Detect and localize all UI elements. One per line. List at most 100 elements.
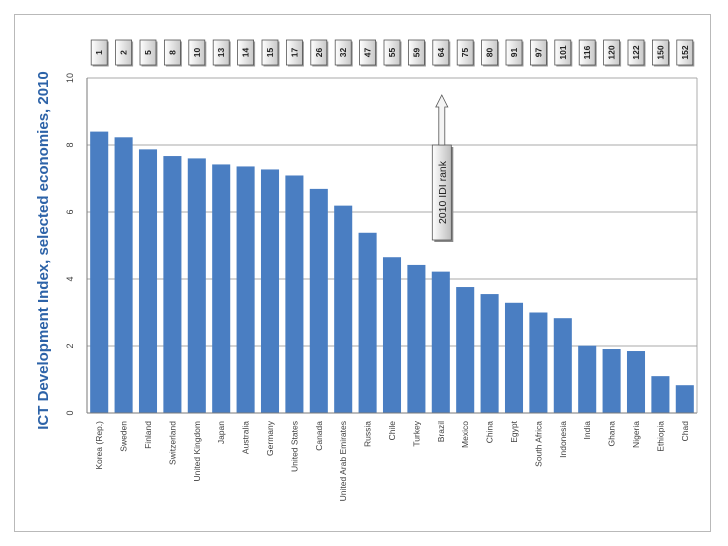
y-tick-labels: 0 2 4 6 8 10 [65, 73, 75, 416]
bar [602, 349, 621, 413]
rank-callout: 2010 IDI rank [431, 94, 454, 242]
y-axis-title: ICT Development Index, selected economie… [35, 71, 52, 429]
category-label: Chad [680, 421, 690, 442]
rank-label: 14 [241, 48, 251, 58]
bar [529, 312, 548, 413]
bar [334, 205, 353, 413]
bar [163, 156, 182, 413]
rank-box [456, 39, 474, 66]
rank-label: 1 [94, 50, 104, 55]
rank-label: 75 [460, 48, 470, 58]
rank-box [407, 39, 425, 66]
bar [382, 257, 402, 413]
bar [578, 345, 597, 413]
callout-arrow-icon [435, 94, 449, 146]
bar [309, 188, 328, 413]
rank-box [627, 39, 645, 66]
bar [138, 149, 158, 414]
rank-label: 152 [680, 45, 690, 59]
y-tick-label: 2 [65, 343, 75, 348]
bar [651, 376, 670, 413]
category-label: Canada [314, 421, 324, 451]
rank-box [432, 39, 450, 66]
bar [626, 351, 646, 413]
bar [212, 164, 231, 413]
bar [431, 271, 450, 413]
rank-boxes: 1 2 5 8 10 13 14 15 17 26 32 47 55 59 64 75 80 91 97 101 116… [90, 39, 695, 67]
rank-box [603, 39, 620, 66]
rank-label: 64 [436, 48, 446, 58]
rank-box [285, 39, 303, 66]
axes [86, 78, 698, 414]
category-label: Chile [387, 421, 397, 441]
category-label: Australia [241, 421, 251, 454]
rank-box [261, 39, 279, 66]
rank-label: 80 [485, 48, 495, 58]
y-tick-label: 6 [65, 209, 75, 214]
rank-box [530, 39, 547, 66]
bar [504, 302, 524, 413]
bar [260, 169, 280, 413]
rank-box [212, 39, 230, 66]
bar [358, 232, 377, 413]
bar [187, 158, 206, 413]
rank-box [237, 39, 255, 66]
rank-label: 13 [216, 48, 226, 58]
category-label: Indonesia [558, 421, 568, 458]
rank-box [90, 39, 108, 66]
bar [407, 264, 426, 413]
category-label: South Africa [533, 421, 543, 467]
rank-label: 5 [143, 50, 153, 55]
rank-box [505, 39, 523, 66]
rank-box [163, 39, 181, 66]
bar [236, 166, 255, 413]
category-label: United States [289, 421, 299, 472]
rank-box [481, 39, 499, 66]
rank-label: 47 [363, 48, 373, 58]
category-label: Ethiopia [655, 421, 665, 452]
callout-label: 2010 IDI rank [437, 160, 449, 224]
bar [456, 287, 475, 413]
bar [480, 294, 499, 413]
rank-box [359, 39, 377, 66]
category-label: Egypt [509, 420, 519, 442]
bar [675, 385, 694, 413]
bar [114, 137, 133, 414]
rank-box [652, 39, 669, 66]
rank-label: 32 [338, 48, 348, 58]
bars [90, 131, 694, 414]
category-label: Russia [363, 421, 373, 447]
category-label: China [485, 421, 495, 443]
y-tick-label: 10 [65, 73, 75, 83]
rank-label: 8 [167, 50, 177, 55]
rank-box [188, 39, 206, 66]
rank-label: 97 [533, 48, 543, 58]
rank-label: 116 [582, 45, 592, 59]
rank-label: 150 [655, 45, 665, 59]
category-label: Brazil [436, 421, 446, 442]
rank-label: 2 [119, 50, 129, 55]
rank-box [578, 39, 596, 66]
rank-label: 91 [509, 48, 519, 58]
category-label: Sweden [119, 421, 129, 452]
category-label: Mexico [460, 421, 470, 448]
rank-label: 55 [387, 48, 397, 58]
bar [553, 318, 572, 413]
category-labels: Korea (Rep.) Sweden Finland Switzerland Unit… [94, 420, 690, 501]
rank-box [383, 39, 401, 66]
rank-label: 59 [411, 48, 421, 58]
category-label: Ghana [607, 421, 617, 447]
rank-label: 122 [631, 45, 641, 59]
rank-box [554, 39, 572, 66]
category-label: Korea (Rep.) [94, 421, 104, 470]
rank-label: 26 [314, 48, 324, 58]
bar [285, 175, 304, 413]
rank-box [334, 39, 352, 66]
category-label: Japan [216, 421, 226, 444]
category-label: Switzerland [167, 421, 177, 465]
category-label: Turkey [411, 420, 421, 446]
rank-label: 10 [192, 48, 202, 58]
rank-box [676, 39, 694, 66]
rank-label: 120 [607, 45, 617, 59]
chart-frame: 0 2 4 6 8 10 Korea (Rep.) Sweden Finland Switzer… [14, 14, 711, 532]
